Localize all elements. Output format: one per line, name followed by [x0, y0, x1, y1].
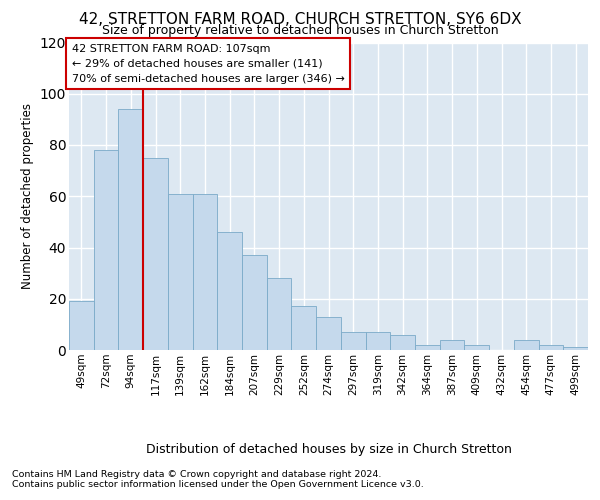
Y-axis label: Number of detached properties: Number of detached properties: [21, 104, 34, 289]
Bar: [539, 345, 563, 350]
Bar: [464, 345, 489, 350]
Bar: [217, 232, 242, 350]
Bar: [143, 158, 168, 350]
Bar: [118, 109, 143, 350]
Bar: [242, 255, 267, 350]
Bar: [341, 332, 365, 350]
Bar: [193, 194, 217, 350]
Text: Distribution of detached houses by size in Church Stretton: Distribution of detached houses by size …: [146, 442, 512, 456]
Bar: [440, 340, 464, 350]
Text: Contains public sector information licensed under the Open Government Licence v3: Contains public sector information licen…: [12, 480, 424, 489]
Bar: [316, 316, 341, 350]
Text: Size of property relative to detached houses in Church Stretton: Size of property relative to detached ho…: [101, 24, 499, 37]
Text: Contains HM Land Registry data © Crown copyright and database right 2024.: Contains HM Land Registry data © Crown c…: [12, 470, 382, 479]
Bar: [168, 194, 193, 350]
Bar: [514, 340, 539, 350]
Bar: [94, 150, 118, 350]
Bar: [365, 332, 390, 350]
Bar: [390, 334, 415, 350]
Bar: [292, 306, 316, 350]
Bar: [415, 345, 440, 350]
Bar: [563, 348, 588, 350]
Bar: [69, 302, 94, 350]
Bar: [267, 278, 292, 350]
Text: 42, STRETTON FARM ROAD, CHURCH STRETTON, SY6 6DX: 42, STRETTON FARM ROAD, CHURCH STRETTON,…: [79, 12, 521, 26]
Text: 42 STRETTON FARM ROAD: 107sqm
← 29% of detached houses are smaller (141)
70% of : 42 STRETTON FARM ROAD: 107sqm ← 29% of d…: [71, 44, 344, 84]
